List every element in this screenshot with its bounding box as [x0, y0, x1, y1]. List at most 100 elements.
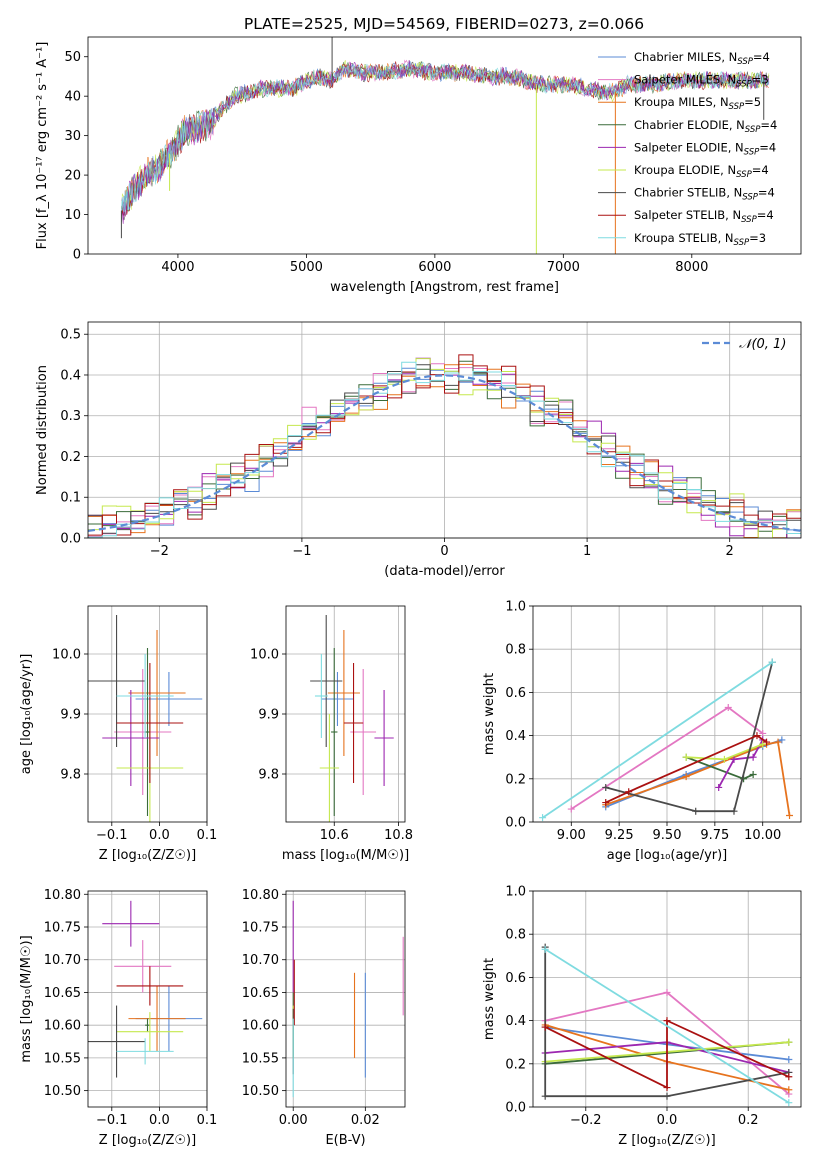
x-tick-label: 10.00	[744, 828, 781, 843]
legend-label-sub: SSP	[729, 102, 745, 112]
legend-label-suffix: =4	[760, 118, 777, 132]
y-tick-label: 20	[64, 169, 81, 184]
weight-point-marker	[786, 812, 794, 820]
weight-point-marker	[774, 738, 782, 746]
y-tick-label: 10.75	[44, 921, 81, 936]
y-tick-label: 0.2	[60, 450, 81, 465]
weight-point-marker	[682, 753, 690, 761]
weight-point-marker	[759, 729, 767, 737]
y-tick-label: 0.5	[60, 328, 81, 343]
weight-point-marker	[778, 736, 786, 744]
legend-label-text: Kroupa MILES, N	[634, 95, 729, 109]
legend-label-text: Kroupa ELODIE, N	[634, 163, 736, 177]
y-tick-label: 0.1	[60, 491, 81, 506]
y-tick-label: 10.70	[44, 953, 81, 968]
weight-line-chabrier-stelib	[544, 947, 789, 1098]
panel-age_vs_mass: 10.6 10.8 9.8 9.9 10.0 mass [log₁₀(M/M☉)]	[250, 605, 413, 863]
x-tick-label: 0.0	[149, 828, 170, 843]
y-tick-label: 9.8	[258, 768, 279, 783]
y-tick-label: 0.4	[505, 1014, 526, 1029]
axes-frame	[285, 890, 406, 1108]
weight-point-marker	[724, 704, 732, 712]
y-axis-label: mass weight	[482, 958, 497, 1040]
weight-line-kroupa-stelib	[544, 948, 790, 1104]
legend-label-sub: SSP	[734, 238, 750, 248]
y-tick-label: 0.0	[505, 1101, 526, 1116]
y-tick-label: 10.80	[242, 888, 279, 903]
legend-label-suffix: =3	[749, 231, 766, 245]
x-tick-label: 5000	[290, 260, 323, 275]
weight-point-marker	[602, 799, 610, 807]
weight-point-marker	[763, 738, 771, 746]
weight-point-marker	[602, 783, 610, 791]
legend-label-text: Salpeter MILES, N	[634, 73, 736, 87]
legend-label-sub: SSP	[736, 80, 752, 90]
weight-point-marker	[625, 788, 633, 796]
weight-point-marker	[539, 814, 547, 822]
weight-point-marker	[720, 755, 728, 763]
legend-label-text: Chabrier MILES, N	[634, 50, 737, 64]
weight-line-kroupa-stelib	[542, 661, 773, 819]
residual-legend: 𝒩(0, 1)	[702, 337, 786, 352]
legend-label-suffix: =4	[757, 208, 774, 222]
weight-point-marker	[768, 658, 776, 666]
legend-label-suffix: =3	[752, 73, 769, 87]
weight-point-marker	[663, 1084, 671, 1092]
x-axis-label: wavelength [Angstrom, rest frame]	[330, 280, 559, 295]
y-tick-label: 10.60	[242, 1019, 279, 1034]
panel-residuals: −2 −1 0 1 2 0.0 0.1 0.2 0.3 0.4 0.5 (data-model)/er…	[35, 321, 802, 579]
plot-area	[310, 615, 394, 822]
y-axis-label: mass [log₁₀(M/M☉)]	[19, 935, 34, 1062]
y-tick-label: 0.6	[505, 971, 526, 986]
x-tick-label: 0.00	[279, 1113, 308, 1128]
x-tick-label: −2	[150, 544, 169, 559]
y-tick-label: 10.60	[44, 1019, 81, 1034]
panel-weight_vs_age: 9.00 9.25 9.50 9.75 10.00 0.0 0.2 0.4 0.6 0.8 1.0 a…	[482, 600, 802, 863]
weight-point-marker	[730, 807, 738, 815]
legend-label: Kroupa STELIB, NSSP=3	[634, 231, 766, 248]
weight-point-marker	[715, 783, 723, 791]
y-axis-label: Normed distribution	[35, 365, 50, 495]
x-axis-label: E(B-V)	[325, 1133, 365, 1148]
y-axis-label: Flux [f_λ 10⁻¹⁷ erg cm⁻² s⁻¹ A⁻¹]	[35, 42, 50, 250]
x-tick-label: 0	[440, 544, 448, 559]
y-tick-label: 1.0	[505, 885, 526, 900]
weight-point-marker	[785, 1055, 793, 1063]
plot-area	[539, 658, 794, 822]
y-tick-label: 40	[64, 90, 81, 105]
legend-label-sub: SSP	[745, 125, 761, 135]
weight-line-salpeter-elodie	[717, 739, 764, 788]
legend-label: Salpeter MILES, NSSP=3	[634, 73, 769, 90]
panel-age_vs_Z: −0.1 0.0 0.1 9.8 9.9 10.0 Z [log₁₀(Z/Z☉)] age […	[19, 605, 217, 863]
y-tick-label: 30	[64, 129, 81, 144]
x-tick-label: 10.6	[320, 828, 349, 843]
y-tick-label: 10.0	[250, 648, 279, 663]
weight-point-marker	[759, 740, 767, 748]
y-tick-label: 0.0	[60, 532, 81, 547]
x-tick-label: 0.02	[351, 1113, 380, 1128]
panel-spectrum: 4000 5000 6000 7000 8000 0 10 20 30 40 50 wavelengt…	[35, 36, 802, 295]
y-tick-label: 50	[64, 50, 81, 65]
x-tick-label: 0.1	[197, 1113, 218, 1128]
y-tick-label: 0.4	[505, 729, 526, 744]
x-axis-label: Z [log₁₀(Z/Z☉)]	[99, 1133, 196, 1148]
legend-label-suffix: =4	[759, 140, 776, 154]
y-axis-label: age [log₁₀(age/yr)]	[19, 654, 34, 775]
panel-weight_vs_Z: −0.2 0.0 0.2 0.0 0.2 0.4 0.6 0.8 1.0 Z [log₁₀(Z/Z…	[482, 885, 802, 1148]
y-tick-label: 0.0	[505, 816, 526, 831]
legend-label-suffix: =4	[752, 163, 769, 177]
y-tick-label: 10.50	[44, 1084, 81, 1099]
y-tick-label: 10.55	[44, 1051, 81, 1066]
y-tick-label: 10	[64, 208, 81, 223]
x-axis-label: (data-model)/error	[384, 564, 505, 579]
legend-label-sub: SSP	[742, 193, 758, 203]
y-axis-label: mass weight	[482, 673, 497, 755]
weight-point-marker	[541, 1092, 549, 1100]
axes-frame	[87, 890, 208, 1108]
y-tick-label: 1.0	[505, 600, 526, 615]
x-tick-label: 9.25	[605, 828, 634, 843]
x-tick-label: −0.2	[570, 1113, 602, 1128]
y-tick-label: 0.6	[505, 686, 526, 701]
legend-label-text: Chabrier STELIB, N	[634, 186, 742, 200]
